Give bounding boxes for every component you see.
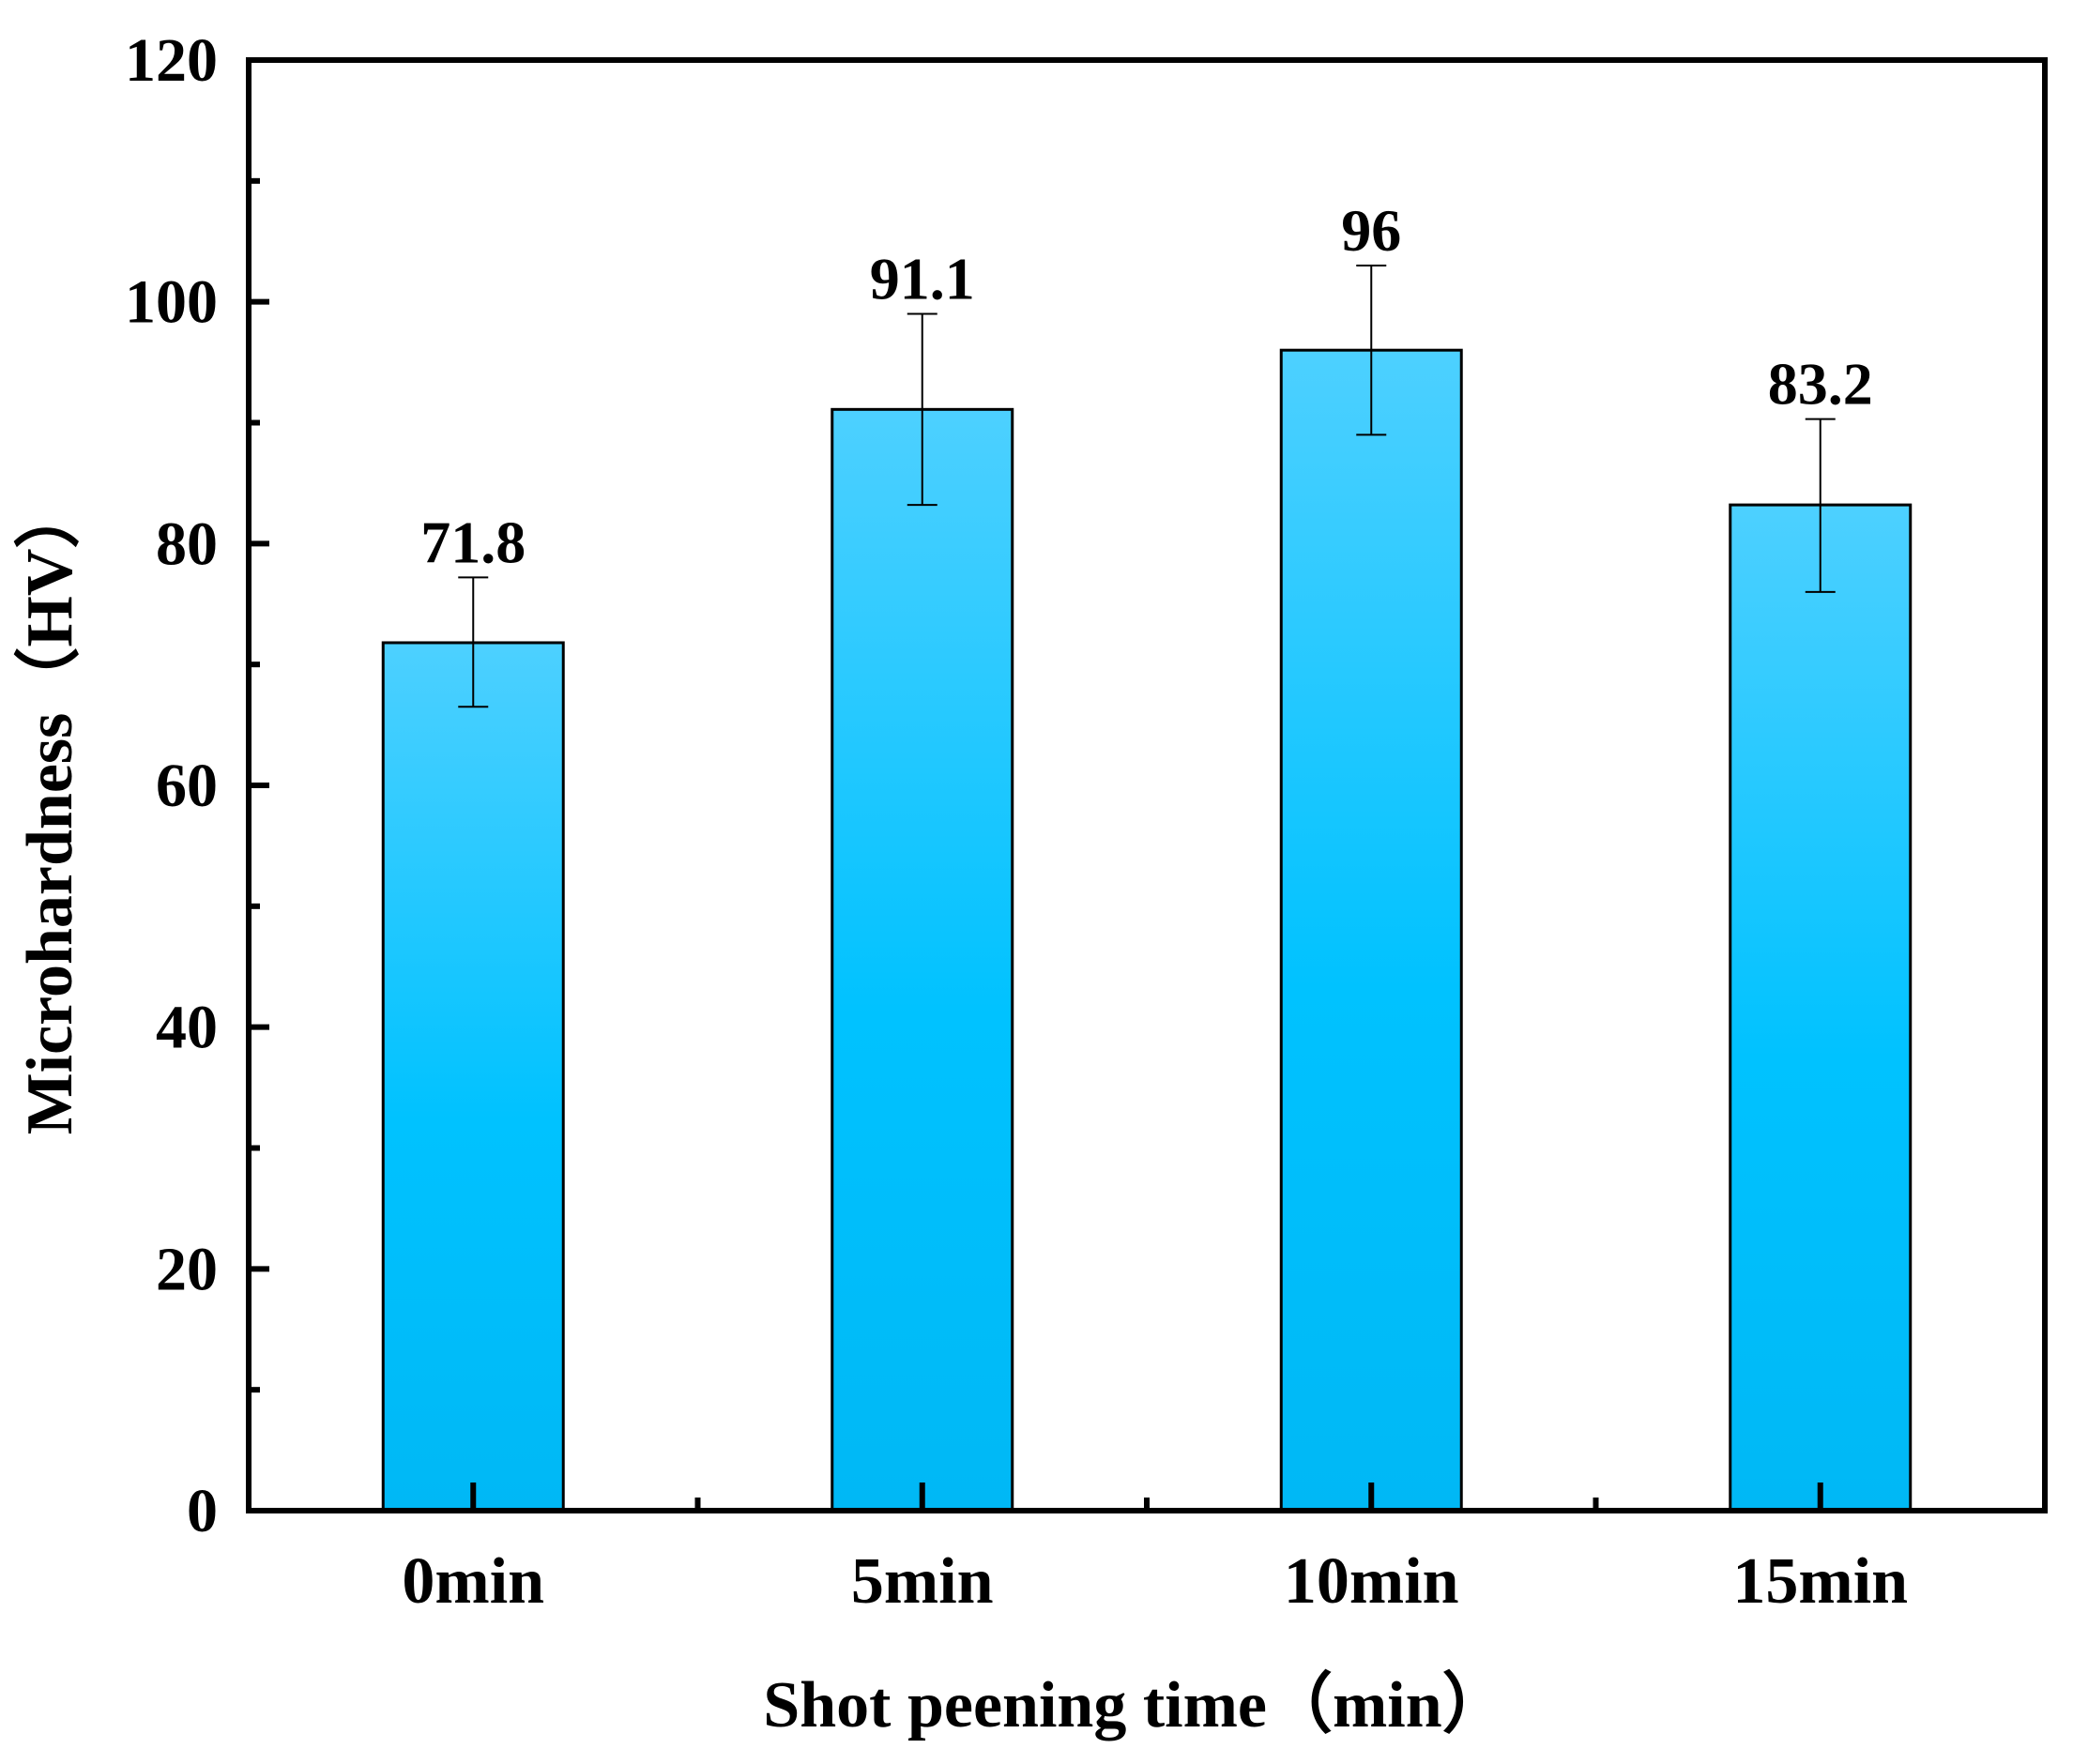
y-tick-label-20: 20: [156, 1235, 218, 1303]
data-label-5min: 91.1: [870, 246, 975, 312]
bar-0min: [381, 641, 565, 1513]
bar-15min: [1729, 503, 1913, 1513]
x-tick-label-15min: 15min: [1732, 1545, 1908, 1618]
x-tick-label-5min: 5min: [851, 1545, 994, 1618]
data-label-0min: 71.8: [420, 509, 526, 575]
y-tick-label-40: 40: [156, 994, 218, 1062]
y-axis-title: Microhardness（HV）: [13, 483, 86, 1135]
bar-10min: [1279, 348, 1463, 1513]
bar-5min: [831, 407, 1014, 1513]
y-tick-label-80: 80: [156, 509, 218, 578]
error-bars-layer: [458, 265, 1836, 708]
y-tick-label-60: 60: [156, 752, 218, 820]
y-axis: 0 20 40 60 80 100 120: [125, 26, 269, 1545]
x-axis-title: Shot peening time（min）: [763, 1668, 1507, 1741]
data-label-15min: 83.2: [1768, 351, 1873, 418]
data-labels-layer: 71.8 91.1 96 83.2: [420, 197, 1873, 575]
y-tick-label-0: 0: [187, 1477, 218, 1545]
data-label-10min: 96: [1341, 197, 1401, 264]
bars-layer: [381, 348, 1913, 1513]
x-axis: 0min 5min 10min 15min: [402, 1483, 1908, 1618]
y-tick-label-100: 100: [125, 268, 218, 337]
x-tick-label-10min: 10min: [1284, 1545, 1459, 1618]
x-tick-label-0min: 0min: [402, 1545, 544, 1618]
y-tick-label-120: 120: [125, 26, 218, 95]
